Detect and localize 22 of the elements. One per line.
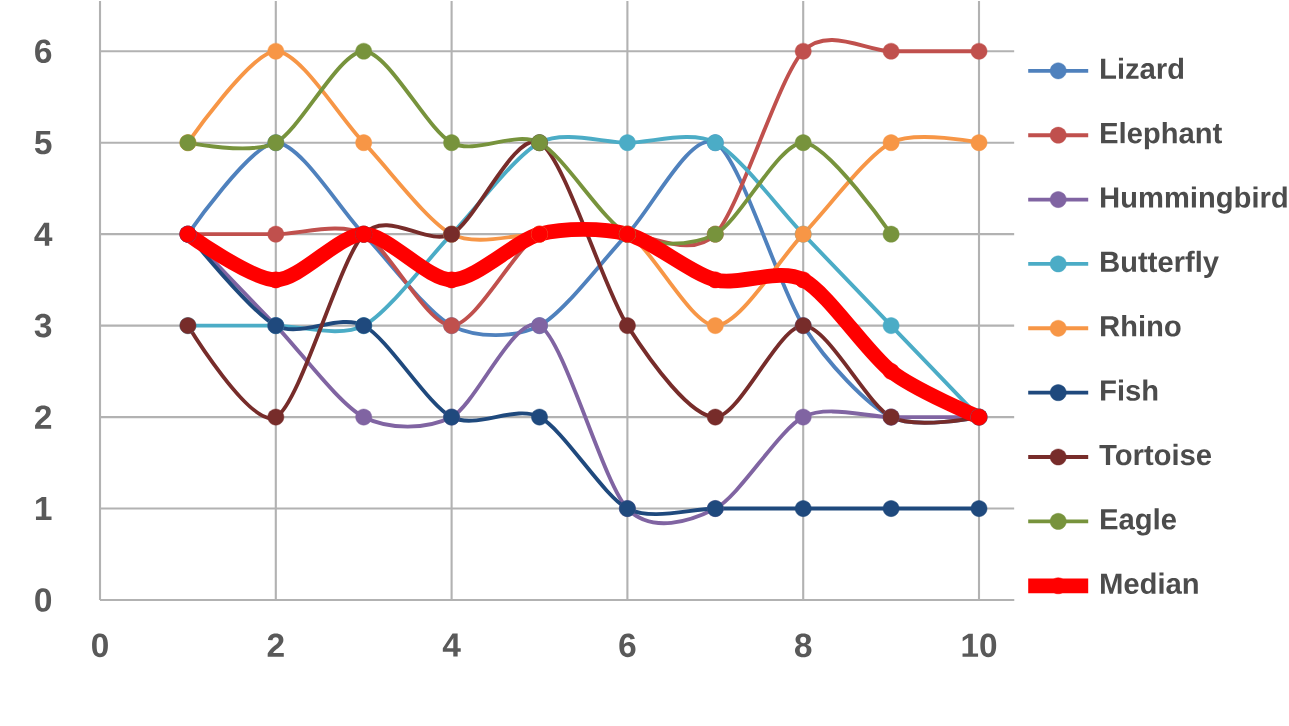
x-tick-label: 2 [267,633,284,657]
y-tick-label: 1 [35,497,52,521]
legend-label: Hummingbird [1101,186,1287,214]
legend-label: Lizard [1101,57,1184,80]
legend-label: Elephant [1101,122,1222,150]
y-tick-label: 4 [34,222,53,246]
y-tick-label: 6 [35,39,52,64]
x-tick-label: 10 [962,633,997,658]
y-tick-label: 3 [34,313,52,338]
legend-label: Butterfly [1101,250,1219,278]
y-tick-label: 5 [34,131,52,155]
x-tick-label: 6 [619,633,636,658]
legend-label: Rhino [1101,315,1181,337]
y-tick-label: 2 [35,405,52,429]
legend-label: Eagle [1101,508,1176,536]
x-tick-label: 0 [92,633,108,658]
legend-label: Tortoise [1099,443,1212,466]
legend-label: Median [1101,572,1198,594]
legend-label: Fish [1101,379,1158,401]
x-tick-label: 4 [442,633,461,657]
y-tick-label: 0 [35,588,52,612]
x-tick-label: 8 [794,633,812,658]
